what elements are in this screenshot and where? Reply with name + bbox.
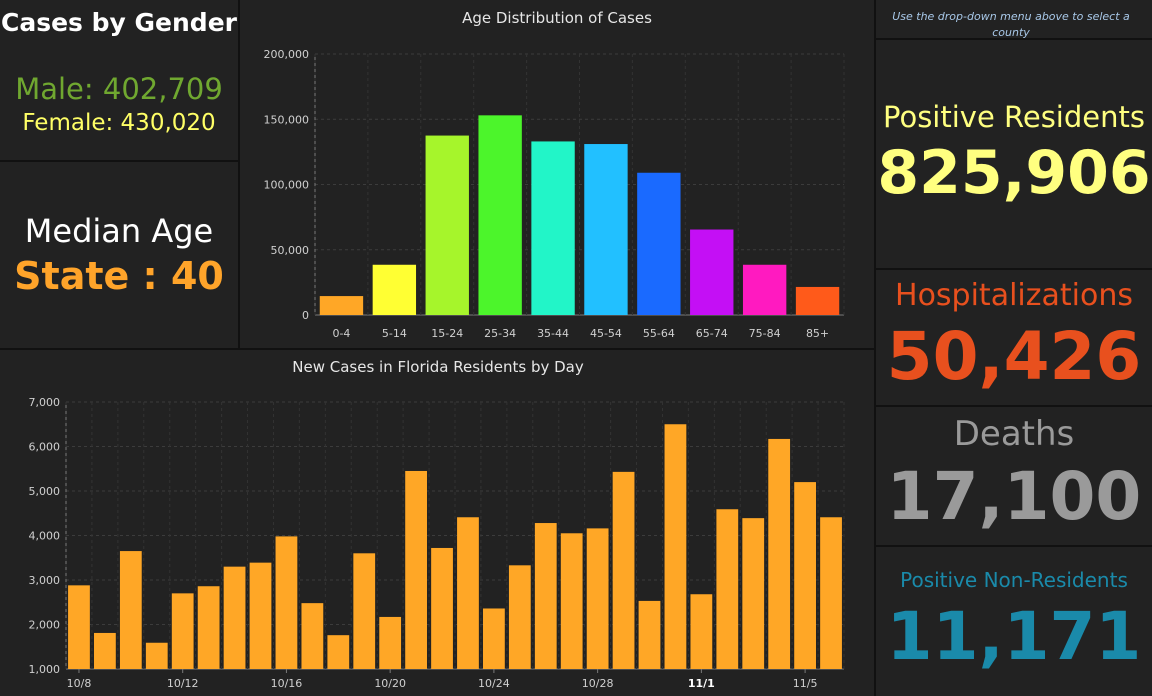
bar [68,585,90,669]
daily-chart-panel: New Cases in Florida Residents by Day 1,0… [0,350,874,696]
bar [716,509,739,669]
bar [742,264,787,315]
x-tick-label: 5-14 [382,327,407,340]
non-residents-value: 11,171 [886,598,1142,675]
bar [794,482,816,669]
bar [586,528,609,669]
bar [249,562,272,669]
male-count: Male: 402,709 [15,72,223,106]
bar [820,517,842,669]
bar [223,566,246,669]
x-tick-label: 10/12 [167,677,199,690]
x-tick-label: 0-4 [332,327,350,340]
bar [531,141,575,315]
bar [560,533,583,669]
chart-title: New Cases in Florida Residents by Day [292,358,584,376]
chart-title: Age Distribution of Cases [462,9,652,27]
hint-panel [876,0,1152,38]
y-tick-label: 4,000 [29,530,61,543]
bar [768,438,791,669]
bar [353,553,376,669]
x-tick-label: 10/16 [271,677,303,690]
x-tick-label: 55-64 [643,327,675,340]
y-tick-label: 150,000 [264,113,310,126]
gender-title: Cases by Gender [1,8,237,37]
bar [690,229,734,315]
y-tick-label: 200,000 [264,48,310,61]
x-tick-label: 10/20 [374,677,406,690]
gender-panel: Cases by Gender Male: 402,709 Female: 43… [0,0,238,160]
bar [171,593,194,669]
bar [742,518,765,669]
bar [690,594,713,669]
deaths-label: Deaths [953,414,1075,454]
x-tick-label: 65-74 [696,327,728,340]
deaths-value: 17,100 [886,458,1142,535]
x-tick-label: 85+ [806,327,829,340]
bar [637,172,681,315]
x-tick-label: 15-24 [431,327,463,340]
bar [119,551,142,669]
median-age-state: State : 40 [14,254,224,298]
x-tick-label: 75-84 [749,327,781,340]
non-residents-label: Positive Non-Residents [900,568,1128,592]
bar [457,517,479,669]
hospitalizations-panel [876,270,1152,405]
bar [379,616,402,669]
y-tick-label: 0 [302,309,309,322]
median-age-label: Median Age [24,212,214,250]
bar [275,536,298,669]
bar [584,144,628,315]
x-tick-label: 25-34 [484,327,516,340]
county-hint: Use the drop-down menu above to select a… [892,10,1130,39]
bar [664,424,687,669]
bar [405,470,427,669]
bar [145,642,168,669]
bar [301,603,324,669]
hospitalizations-value: 50,426 [886,318,1142,395]
bar [534,523,557,669]
x-tick-label: 10/28 [582,677,614,690]
age-chart-panel: Age Distribution of Cases 0 50,000 100,000 1… [240,0,874,348]
bar [431,547,453,669]
bar [795,286,840,315]
bar [94,632,116,669]
positive-residents-panel [876,40,1152,268]
bar [319,296,364,315]
x-tick-label: 10/8 [67,677,92,690]
y-tick-label: 50,000 [271,244,310,257]
y-tick-label: 1,000 [29,663,61,676]
y-tick-label: 3,000 [29,574,61,587]
bar [638,600,661,669]
x-tick-label: 11/1 [688,677,715,690]
deaths-panel [876,407,1152,545]
positive-residents-value: 825,906 [877,138,1151,208]
bar [612,471,635,669]
hospitalizations-label: Hospitalizations [895,278,1133,313]
x-tick-label: 11/5 [793,677,818,690]
x-tick-label: 45-54 [590,327,622,340]
bar [372,264,417,315]
y-tick-label: 5,000 [29,485,61,498]
x-tick-label: 10/24 [478,677,510,690]
female-count: Female: 430,020 [22,110,216,136]
bar [508,565,531,669]
median-age-panel: Median Age State : 40 [0,162,238,348]
bar [483,608,505,669]
y-tick-label: 100,000 [264,179,310,192]
y-tick-label: 2,000 [29,619,61,632]
bar [478,115,522,316]
age-distribution-chart: Age Distribution of Cases 0 50,000 100,000 1… [264,9,845,340]
bar [197,586,220,669]
positive-residents-label: Positive Residents [883,100,1145,134]
x-tick-label: 35-44 [537,327,569,340]
non-residents-panel [876,547,1152,696]
daily-cases-chart: New Cases in Florida Residents by Day 1,0… [29,358,845,690]
y-tick-label: 6,000 [29,441,61,454]
bar [327,635,350,669]
y-tick-label: 7,000 [29,396,61,409]
bar [425,135,469,315]
